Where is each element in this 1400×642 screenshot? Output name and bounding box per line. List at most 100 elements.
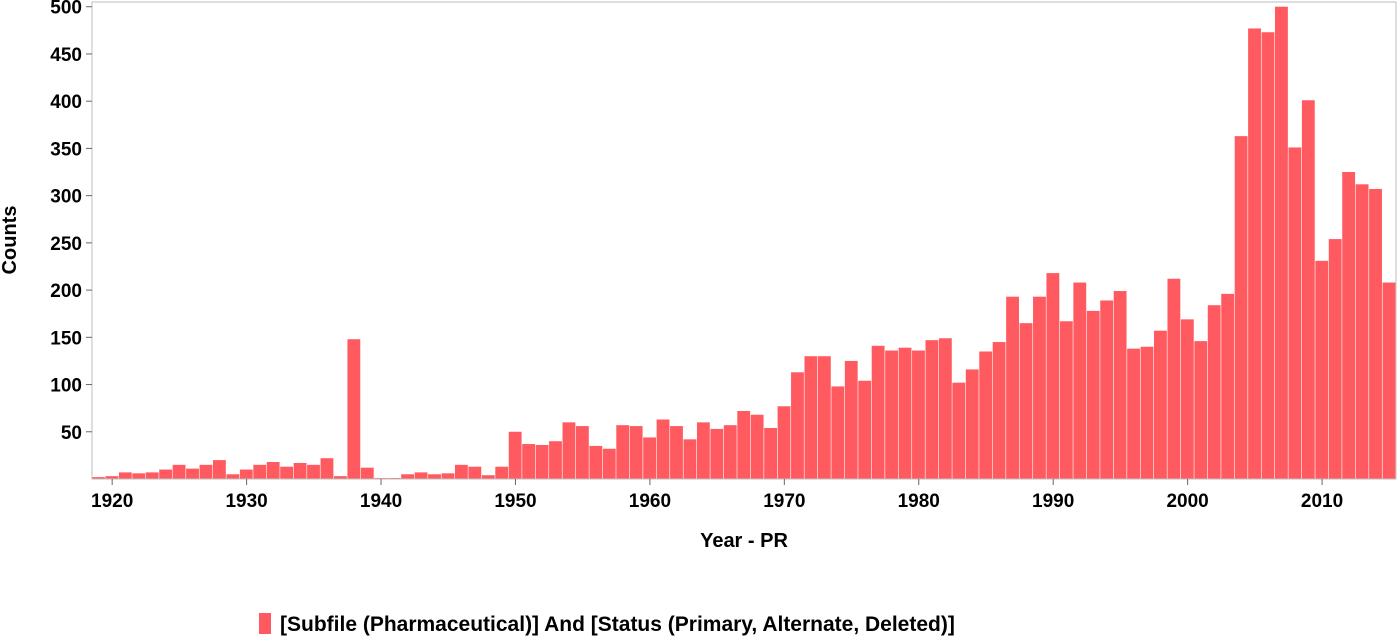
bar-1992 <box>1073 282 1087 479</box>
bar-1921 <box>118 472 132 479</box>
bar-1937 <box>333 476 347 479</box>
bar-1926 <box>186 468 199 479</box>
bar-1943 <box>414 472 428 479</box>
bar-1958 <box>616 425 630 479</box>
bar-1983 <box>952 382 966 479</box>
y-tick-label: 200 <box>50 281 82 302</box>
bar-2010 <box>1315 260 1329 479</box>
x-tick-label: 2000 <box>1166 491 1208 512</box>
bar-1967 <box>737 410 751 479</box>
bar-1946 <box>454 464 468 479</box>
bar-1984 <box>965 369 979 479</box>
x-axis-title: Year - PR <box>700 530 788 552</box>
bar-1936 <box>320 458 334 479</box>
bar-1976 <box>858 380 872 479</box>
x-tick-label: 1960 <box>629 491 671 512</box>
bar-1980 <box>912 350 925 479</box>
bar-2013 <box>1355 184 1369 480</box>
bar-1981 <box>925 340 939 479</box>
bar-1920 <box>105 476 119 479</box>
x-tick-label: 1980 <box>898 491 940 512</box>
bar-1927 <box>199 464 213 479</box>
bar-1974 <box>831 386 845 479</box>
bar-1957 <box>602 448 616 479</box>
bar-1998 <box>1154 330 1167 479</box>
bar-1939 <box>360 467 374 479</box>
bar-1986 <box>992 342 1006 479</box>
y-tick-label: 350 <box>50 139 82 160</box>
bar-1928 <box>212 460 226 479</box>
x-tick-label: 2010 <box>1301 491 1343 512</box>
bar-1956 <box>589 445 603 479</box>
bar-1995 <box>1113 291 1127 479</box>
y-tick-label: 50 <box>61 423 82 444</box>
bar-1925 <box>172 464 186 479</box>
bar-1931 <box>253 464 267 479</box>
bar-1948 <box>481 475 495 479</box>
bar-1952 <box>535 445 549 479</box>
bar-1934 <box>293 462 307 479</box>
bar-2002 <box>1207 305 1221 479</box>
bar-1924 <box>159 469 173 479</box>
bar-2009 <box>1301 100 1315 479</box>
bar-1993 <box>1086 310 1100 479</box>
bar-1959 <box>629 426 643 479</box>
bar-1982 <box>938 338 952 479</box>
bar-1977 <box>871 345 885 479</box>
bar-1955 <box>575 426 589 479</box>
bar-1999 <box>1167 278 1181 479</box>
y-tick-label: 450 <box>50 45 82 66</box>
y-tick-label: 500 <box>50 0 82 19</box>
bar-1961 <box>656 419 670 479</box>
bar-1987 <box>1006 296 1019 479</box>
bar-1963 <box>683 439 697 479</box>
bar-1979 <box>898 347 912 479</box>
y-tick-label: 100 <box>50 376 82 397</box>
bar-1933 <box>280 466 294 479</box>
bars-group <box>92 6 1396 480</box>
bar-1996 <box>1127 348 1140 479</box>
x-tick-label: 1990 <box>1032 491 1074 512</box>
plot-area-border <box>91 1 1397 480</box>
bar-1950 <box>508 431 522 479</box>
bar-2003 <box>1221 293 1235 479</box>
bar-2011 <box>1328 239 1342 479</box>
bar-1960 <box>643 437 657 479</box>
bar-2004 <box>1234 136 1248 479</box>
bar-2014 <box>1369 189 1382 479</box>
bar-1935 <box>307 464 320 479</box>
bar-2012 <box>1342 172 1356 479</box>
x-tick-label: 1950 <box>494 491 536 512</box>
bar-2007 <box>1275 6 1288 479</box>
bar-2000 <box>1180 319 1194 479</box>
bar-2015 <box>1382 282 1396 479</box>
x-tick-label: 1970 <box>763 491 805 512</box>
bar-1988 <box>1019 323 1033 479</box>
bar-1951 <box>522 444 536 479</box>
bar-1945 <box>441 473 455 479</box>
y-tick-label: 150 <box>50 328 82 349</box>
x-axis: 1920 1930 1940 1950 1960 1970 1980 1990 2000 2010 <box>91 479 1343 512</box>
bar-1969 <box>764 427 777 479</box>
bar-2008 <box>1288 147 1302 479</box>
bar-1949 <box>495 466 509 479</box>
bar-1929 <box>226 474 240 479</box>
bar-1944 <box>428 474 441 479</box>
bar-1938 <box>347 339 361 479</box>
bar-1972 <box>804 356 818 479</box>
bar-1985 <box>979 351 993 479</box>
bar-2001 <box>1194 341 1208 479</box>
bar-1968 <box>750 414 764 479</box>
bar-1971 <box>791 372 804 479</box>
bar-1989 <box>1033 296 1046 479</box>
bar-1932 <box>266 462 280 479</box>
y-tick-label: 400 <box>50 92 82 113</box>
y-axis-title: Counts <box>0 206 21 275</box>
bar-1975 <box>844 360 858 479</box>
bar-1942 <box>401 474 415 479</box>
bar-1978 <box>885 350 898 479</box>
legend-swatch <box>259 613 271 634</box>
bar-1997 <box>1140 346 1154 479</box>
bar-1919 <box>92 477 105 479</box>
